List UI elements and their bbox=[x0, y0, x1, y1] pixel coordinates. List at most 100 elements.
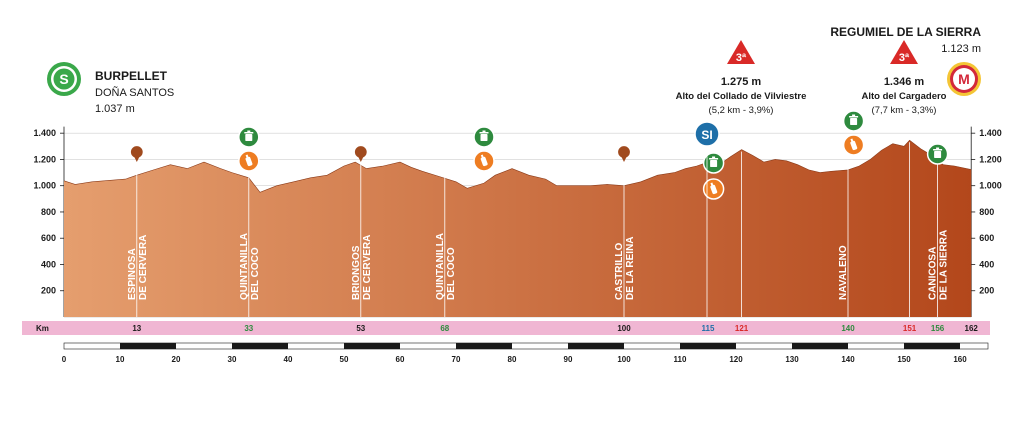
town-pin-icon bbox=[129, 144, 144, 160]
km-marker-label: 100 bbox=[617, 324, 631, 333]
y-tick-label-left: 400 bbox=[41, 259, 56, 269]
town-marker: QUINTANILLA DEL COCO bbox=[435, 160, 457, 317]
scale-segment bbox=[792, 343, 848, 349]
finish-altitude: 1.123 m bbox=[941, 43, 981, 55]
town-name-line1: CASTRILLO bbox=[614, 243, 625, 300]
start-badge-core bbox=[53, 68, 75, 90]
km-marker-label: 162 bbox=[965, 324, 979, 333]
town-labels: ESPINOSA DE CERVERA QUINTANILLA DEL COCO BRI… bbox=[127, 142, 950, 317]
km-marker-label: 53 bbox=[356, 324, 365, 333]
km-bar-background bbox=[22, 321, 990, 335]
y-tick-label-left: 1.000 bbox=[33, 181, 56, 191]
town-marker: NAVALENO bbox=[838, 160, 849, 317]
sprint-badge-label: SI bbox=[701, 128, 712, 142]
waste-bin-icon bbox=[842, 110, 865, 132]
km-marker-label: 115 bbox=[702, 324, 715, 333]
climb-name: Alto del Collado de Vilviestre bbox=[676, 91, 807, 102]
waste-bin-icon bbox=[473, 126, 495, 148]
town-name-line1: QUINTANILLA bbox=[239, 233, 250, 300]
x-tick-label: 130 bbox=[785, 355, 799, 364]
x-tick-label: 100 bbox=[617, 355, 631, 364]
start-name: BURPELLET bbox=[95, 69, 168, 83]
service-icons bbox=[238, 110, 949, 200]
x-tick-label: 120 bbox=[729, 355, 743, 364]
climb-collado-vilviestre: 3ª 1.275 m Alto del Collado de Vilviestr… bbox=[676, 40, 807, 116]
sprint-badge bbox=[694, 121, 720, 147]
refreshment-bottle-icon bbox=[702, 178, 725, 200]
town-name-line2: DE CERVERA bbox=[138, 235, 149, 300]
town-marker: CANICOSA DE LA SIERRA bbox=[928, 160, 950, 317]
finish-name: REGUMIEL DE LA SIERRA bbox=[830, 25, 981, 39]
km-marker-label: 13 bbox=[132, 324, 141, 333]
climb-category-label: 3ª bbox=[899, 52, 910, 64]
x-tick-label: 110 bbox=[674, 355, 687, 364]
y-tick-label-right: 1.200 bbox=[979, 154, 1002, 164]
x-tick-label: 160 bbox=[953, 355, 967, 364]
finish-badge-letter: M bbox=[958, 71, 970, 87]
y-tick-label-left: 600 bbox=[41, 233, 56, 243]
climb-name: Alto del Cargadero bbox=[862, 91, 947, 102]
climb-detail: (5,2 km - 3,9%) bbox=[709, 105, 774, 116]
x-tick-label: 140 bbox=[841, 355, 855, 364]
town-name-line1: BRIONGOS bbox=[351, 245, 362, 300]
x-tick-label: 80 bbox=[508, 355, 517, 364]
climb-height: 1.275 m bbox=[721, 76, 762, 88]
x-tick-label: 90 bbox=[564, 355, 573, 364]
scale-segment bbox=[456, 343, 512, 349]
start-badge-letter: S bbox=[59, 71, 68, 87]
x-tick-label: 50 bbox=[340, 355, 349, 364]
start-altitude: 1.037 m bbox=[95, 103, 135, 115]
refreshment-bottle-icon bbox=[238, 150, 260, 172]
y-tick-label-right: 1.400 bbox=[979, 128, 1002, 138]
town-pin-tail bbox=[358, 157, 364, 162]
climb-cargadero: 3ª 1.346 m Alto del Cargadero (7,7 km - … bbox=[862, 40, 947, 116]
y-tick-label-right: 1.000 bbox=[979, 181, 1002, 191]
km-bar: Km 13 33 53 68 100 115 121 140 151 156 162 bbox=[22, 321, 990, 335]
y-tick-label-right: 400 bbox=[979, 259, 994, 269]
climb-category-triangle bbox=[890, 40, 918, 64]
y-axis-labels: 200 200 400 400 600 600 800 800 1.000 1.000 1.200 1… bbox=[33, 128, 1001, 296]
scale-segment bbox=[904, 343, 960, 349]
y-tick-label-right: 800 bbox=[979, 207, 994, 217]
x-tick-label: 20 bbox=[172, 355, 181, 364]
town-name-line2: DE LA REINA bbox=[625, 236, 636, 300]
distance-scale: 0 10 20 30 40 50 60 70 80 90 100 110 120 130 140 150 160 bbox=[62, 342, 989, 364]
town-pin-icon bbox=[353, 144, 368, 160]
town-name-line1: QUINTANILLA bbox=[435, 233, 446, 300]
km-marker-label: 121 bbox=[735, 324, 749, 333]
start-subtitle: DOÑA SANTOS bbox=[95, 86, 174, 99]
town-name-line1: CANICOSA bbox=[928, 247, 939, 300]
town-pin-tail bbox=[621, 157, 627, 162]
town-name-line1: ESPINOSA bbox=[127, 248, 138, 300]
km-marker-label: 151 bbox=[903, 324, 917, 333]
scale-segment bbox=[568, 343, 624, 349]
start-block: S BURPELLET DOÑA SANTOS 1.037 m bbox=[47, 62, 174, 115]
waste-bin-icon bbox=[238, 126, 260, 148]
town-name-line1: NAVALENO bbox=[838, 245, 849, 300]
y-tick-label-right: 600 bbox=[979, 233, 994, 243]
town-marker: BRIONGOS DE CERVERA bbox=[351, 144, 373, 317]
scale-segment bbox=[680, 343, 736, 349]
scale-segment bbox=[120, 343, 176, 349]
x-tick-label: 40 bbox=[284, 355, 293, 364]
town-marker: CASTRILLO DE LA REINA bbox=[614, 144, 636, 317]
town-name-line2: DE LA SIERRA bbox=[939, 230, 950, 300]
finish-block: REGUMIEL DE LA SIERRA 1.123 m M bbox=[830, 25, 981, 96]
km-bar-title: Km bbox=[36, 324, 49, 333]
y-tick-label-left: 1.400 bbox=[33, 128, 56, 138]
km-marker-label: 140 bbox=[841, 324, 855, 333]
town-name-line2: DEL COCO bbox=[446, 247, 457, 300]
km-marker-label: 156 bbox=[931, 324, 945, 333]
x-tick-label: 0 bbox=[62, 355, 67, 364]
town-marker: ESPINOSA DE CERVERA bbox=[127, 144, 149, 317]
intermediate-sprint: SI bbox=[694, 121, 720, 317]
town-name-line2: DEL COCO bbox=[250, 247, 261, 300]
y-tick-label-left: 1.200 bbox=[33, 154, 56, 164]
km-marker-label: 33 bbox=[244, 324, 253, 333]
climb-category-triangle bbox=[727, 40, 755, 64]
town-name-line2: DE CERVERA bbox=[362, 235, 373, 300]
waste-bin-icon bbox=[702, 152, 725, 174]
town-pin-icon bbox=[616, 144, 632, 160]
refreshment-bottle-icon bbox=[473, 150, 495, 172]
